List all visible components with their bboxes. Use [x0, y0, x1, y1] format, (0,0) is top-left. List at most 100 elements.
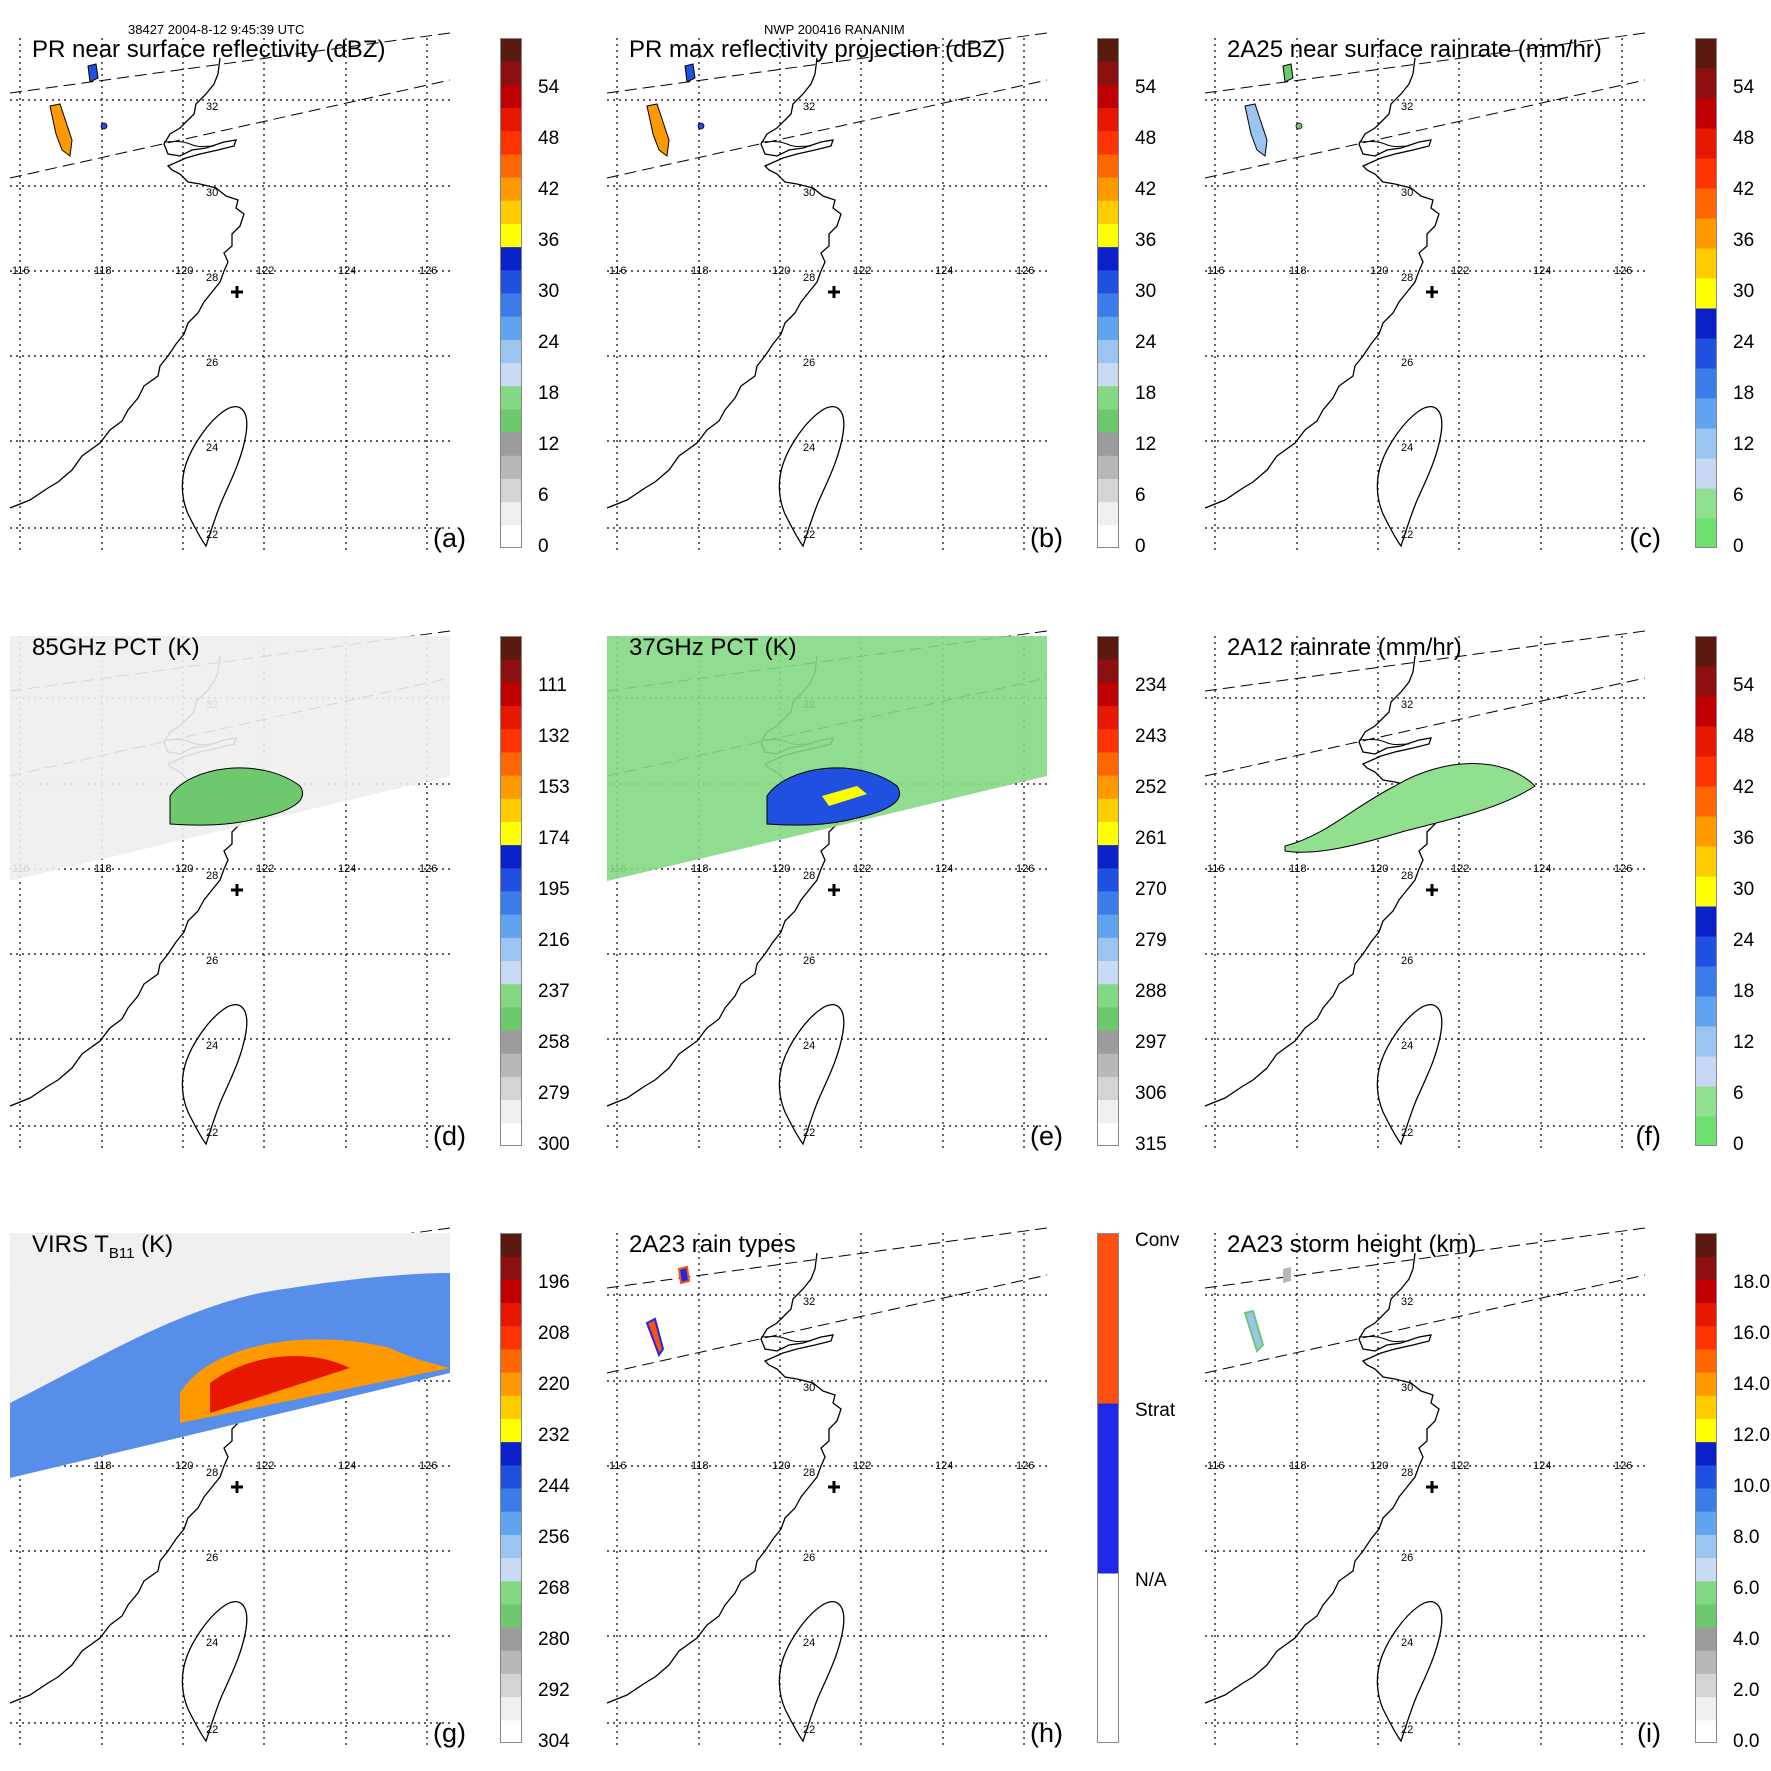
colorbar-frame — [1695, 38, 1717, 548]
colorbar-segment — [500, 682, 522, 707]
swath-field — [607, 636, 1047, 881]
panel-label: (g) — [433, 1718, 466, 1748]
colorbar-segment — [500, 1395, 522, 1419]
colorbar-segment — [500, 1603, 522, 1628]
header-storm-id: NWP 200416 RANANIM — [764, 22, 905, 37]
panel-label: (h) — [1030, 1718, 1063, 1748]
colorbar-segment — [1097, 107, 1119, 132]
panel-label: (e) — [1030, 1121, 1063, 1151]
lat-tick-label: 22 — [206, 1724, 218, 1736]
colorbar-segment — [500, 1511, 522, 1535]
storm-center-marker — [828, 1481, 840, 1493]
colorbar-tick-label: 6 — [538, 485, 549, 506]
colorbar-segment — [1695, 1673, 1717, 1698]
lon-tick-label: 124 — [935, 1460, 953, 1472]
colorbar-tick-label: 14.0 — [1733, 1374, 1770, 1395]
colorbar-segment — [500, 61, 522, 85]
colorbar-segment — [500, 798, 522, 822]
colorbar-tick-label: 234 — [1135, 675, 1167, 696]
colorbar-tick-label: 0 — [1733, 1134, 1744, 1155]
colorbar-tick-label: 54 — [1135, 77, 1157, 98]
cloud-core — [180, 1339, 450, 1423]
colorbar-segment — [1695, 248, 1717, 279]
colorbar-tick-label: 36 — [538, 230, 560, 251]
colorbar-tick-label: 232 — [538, 1425, 570, 1446]
lon-tick-label: 120 — [1370, 863, 1388, 875]
colorbar-segment — [1695, 846, 1717, 877]
colorbar-tick-label: 261 — [1135, 828, 1167, 849]
rain-cell — [100, 122, 108, 130]
colorbar-tick-label: 36 — [1733, 828, 1755, 849]
lon-tick-label: 118 — [1289, 863, 1307, 875]
colorbar-segment — [500, 1534, 522, 1559]
colorbar-segment — [500, 316, 522, 340]
rain-cell — [87, 63, 99, 83]
storm-center-marker — [828, 286, 840, 298]
panel-title: PR near surface reflectivity (dBZ) — [32, 36, 386, 63]
colorbar-segment — [1097, 1573, 1119, 1743]
lon-tick-label: 120 — [772, 265, 790, 277]
rain-cell — [1282, 63, 1294, 83]
storm-height-cell — [1243, 1309, 1265, 1353]
colorbar-tick-label: 18 — [1135, 383, 1157, 404]
colorbar-segment — [1695, 636, 1717, 667]
lat-tick-label: 28 — [803, 272, 815, 284]
panel-label: (d) — [433, 1121, 466, 1151]
lon-tick-label: 126 — [1016, 265, 1034, 277]
lat-tick-label: 22 — [206, 529, 218, 541]
colorbar-tick-label: 12 — [538, 434, 560, 455]
panel-label: (f) — [1635, 1121, 1661, 1151]
colorbar — [500, 1233, 522, 1743]
colorbar-segment — [1695, 368, 1717, 399]
colorbar-tick-label: 54 — [538, 77, 560, 98]
lon-tick-label: 126 — [419, 265, 437, 277]
swath-edge-north — [1204, 1227, 1646, 1289]
colorbar-segment — [500, 153, 522, 178]
lat-tick-label: 24 — [206, 1637, 218, 1649]
colorbar-segment — [1097, 1233, 1119, 1404]
colorbar-segment — [1097, 937, 1119, 962]
lon-tick-label: 126 — [419, 863, 437, 875]
coastline-taiwan — [1376, 1601, 1443, 1743]
rain-area — [1284, 763, 1536, 853]
colorbar-segment — [500, 1006, 522, 1031]
lat-tick-label: 24 — [803, 1637, 815, 1649]
colorbar-segment — [1695, 188, 1717, 219]
river-yangtze — [163, 141, 215, 147]
lon-tick-label: 120 — [772, 1460, 790, 1472]
colorbar-segment — [500, 501, 522, 526]
lon-tick-label: 116 — [609, 1460, 627, 1472]
colorbar-tick-label: 24 — [538, 332, 560, 353]
colorbar-segment — [1097, 153, 1119, 178]
coastline-taiwan — [1376, 1004, 1443, 1146]
colorbar-segment — [500, 1279, 522, 1304]
colorbar-segment — [500, 293, 522, 317]
colorbar-tick-label: 279 — [1135, 930, 1167, 951]
lon-tick-label: 124 — [338, 863, 356, 875]
colorbar-segment — [1097, 798, 1119, 822]
colorbar-segment — [1097, 362, 1119, 387]
colorbar-segment — [1097, 246, 1119, 271]
colorbar-tick-label: 208 — [538, 1323, 570, 1344]
colorbar-tick-label: 297 — [1135, 1032, 1167, 1053]
lat-tick-label: 26 — [206, 955, 218, 967]
storm-center-marker — [1426, 884, 1438, 896]
lat-tick-label: 28 — [1401, 870, 1413, 882]
lon-tick-label: 116 — [1207, 265, 1225, 277]
colorbar-segment — [500, 1464, 522, 1489]
colorbar-tick-label: 48 — [1733, 726, 1755, 747]
storm-core — [169, 767, 303, 826]
lat-tick-label: 28 — [206, 1467, 218, 1479]
colorbar-tick-label: 48 — [1135, 128, 1157, 149]
lon-tick-label: 126 — [1614, 863, 1632, 875]
colorbar-tick-label: 12 — [1135, 434, 1157, 455]
swath-edge-south — [1204, 677, 1646, 777]
colorbar-segment — [1695, 1534, 1717, 1559]
colorbar-segment — [1695, 936, 1717, 967]
coastline-mainland — [9, 57, 245, 509]
storm-center-marker — [1426, 286, 1438, 298]
lat-tick-label: 28 — [803, 870, 815, 882]
